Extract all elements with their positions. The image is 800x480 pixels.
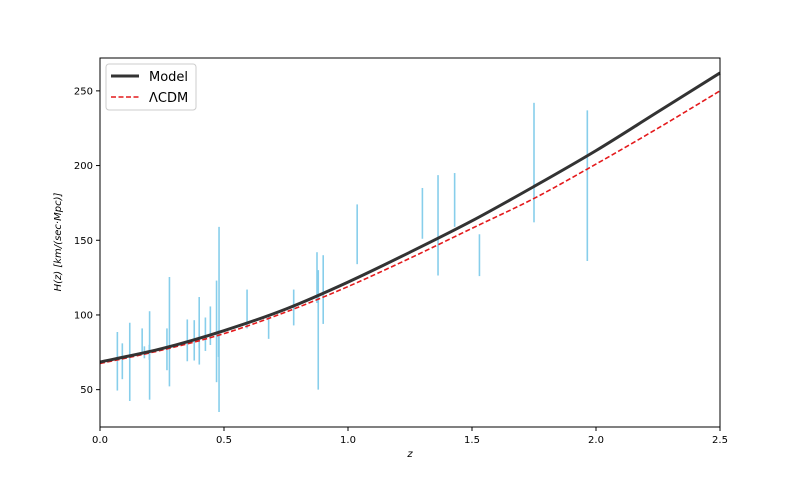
x-tick-label: 0.5 — [216, 435, 232, 446]
lcdm-curve — [99, 90, 721, 365]
y-tick-label: 100 — [74, 310, 93, 321]
x-axis-label: z — [406, 449, 413, 460]
legend-label-model: Model — [149, 70, 188, 85]
x-tick-label: 1.0 — [340, 435, 356, 446]
y-tick-label: 250 — [74, 86, 93, 97]
x-tick-label: 2.0 — [588, 435, 604, 446]
model-curve — [99, 71, 721, 364]
y-axis: 50 100 150 200 250 — [74, 86, 100, 396]
x-tick-label: 2.5 — [712, 435, 728, 446]
x-tick-label: 1.5 — [464, 435, 480, 446]
y-tick-label: 50 — [80, 385, 93, 396]
series-lines — [99, 71, 721, 365]
legend-label-lcdm: ΛCDM — [149, 91, 188, 106]
legend: Model ΛCDM — [105, 63, 197, 111]
y-tick-label: 200 — [74, 161, 93, 172]
y-tick-label: 150 — [74, 236, 93, 247]
plot-area-frame — [99, 57, 721, 428]
data-points — [116, 102, 589, 413]
x-axis: 0.0 0.5 1.0 1.5 2.0 2.5 — [92, 427, 728, 446]
y-axis-label: H(z) [km/(sec·Mpc)] — [53, 193, 64, 292]
x-tick-label: 0.0 — [92, 435, 108, 446]
